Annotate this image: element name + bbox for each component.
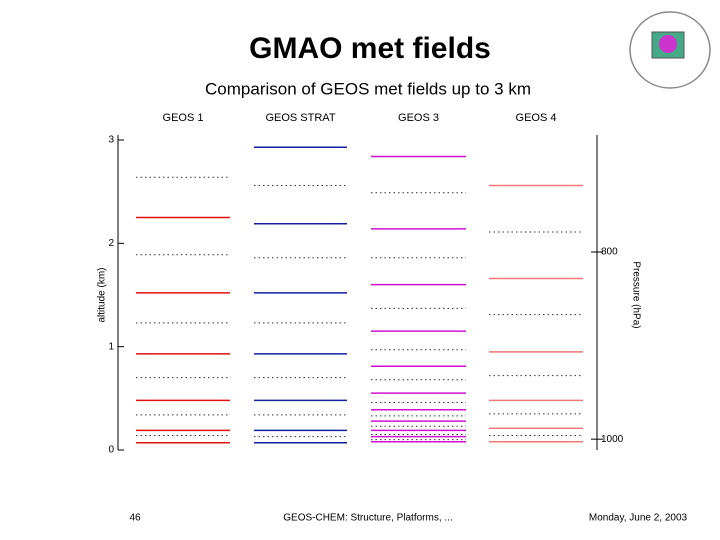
y2-tick-label: 800: [601, 247, 618, 258]
y-tick-label: 0: [108, 445, 114, 456]
y2-axis-label: Pressure (hPa): [630, 261, 641, 328]
slide-title: GMAO met fields: [249, 32, 491, 65]
y-tick-label: 2: [108, 238, 114, 249]
footer-date: Monday, June 2, 2003: [589, 513, 688, 524]
y-tick-label: 3: [108, 135, 114, 146]
footer-text: GEOS-CHEM: Structure, Platforms, ...: [283, 513, 452, 524]
page-number: 46: [129, 513, 141, 524]
column-header: GEOS 1: [163, 112, 204, 124]
column-header: GEOS 4: [516, 112, 557, 124]
column-header: GEOS 3: [398, 112, 439, 124]
y-tick-label: 1: [108, 341, 114, 352]
logo: [629, 11, 711, 89]
y-axis-label: altitude (km): [97, 267, 108, 322]
column-header: GEOS STRAT: [265, 112, 335, 124]
y2-tick-label: 1000: [601, 434, 624, 445]
slide-subtitle: Comparison of GEOS met fields up to 3 km: [205, 79, 531, 98]
